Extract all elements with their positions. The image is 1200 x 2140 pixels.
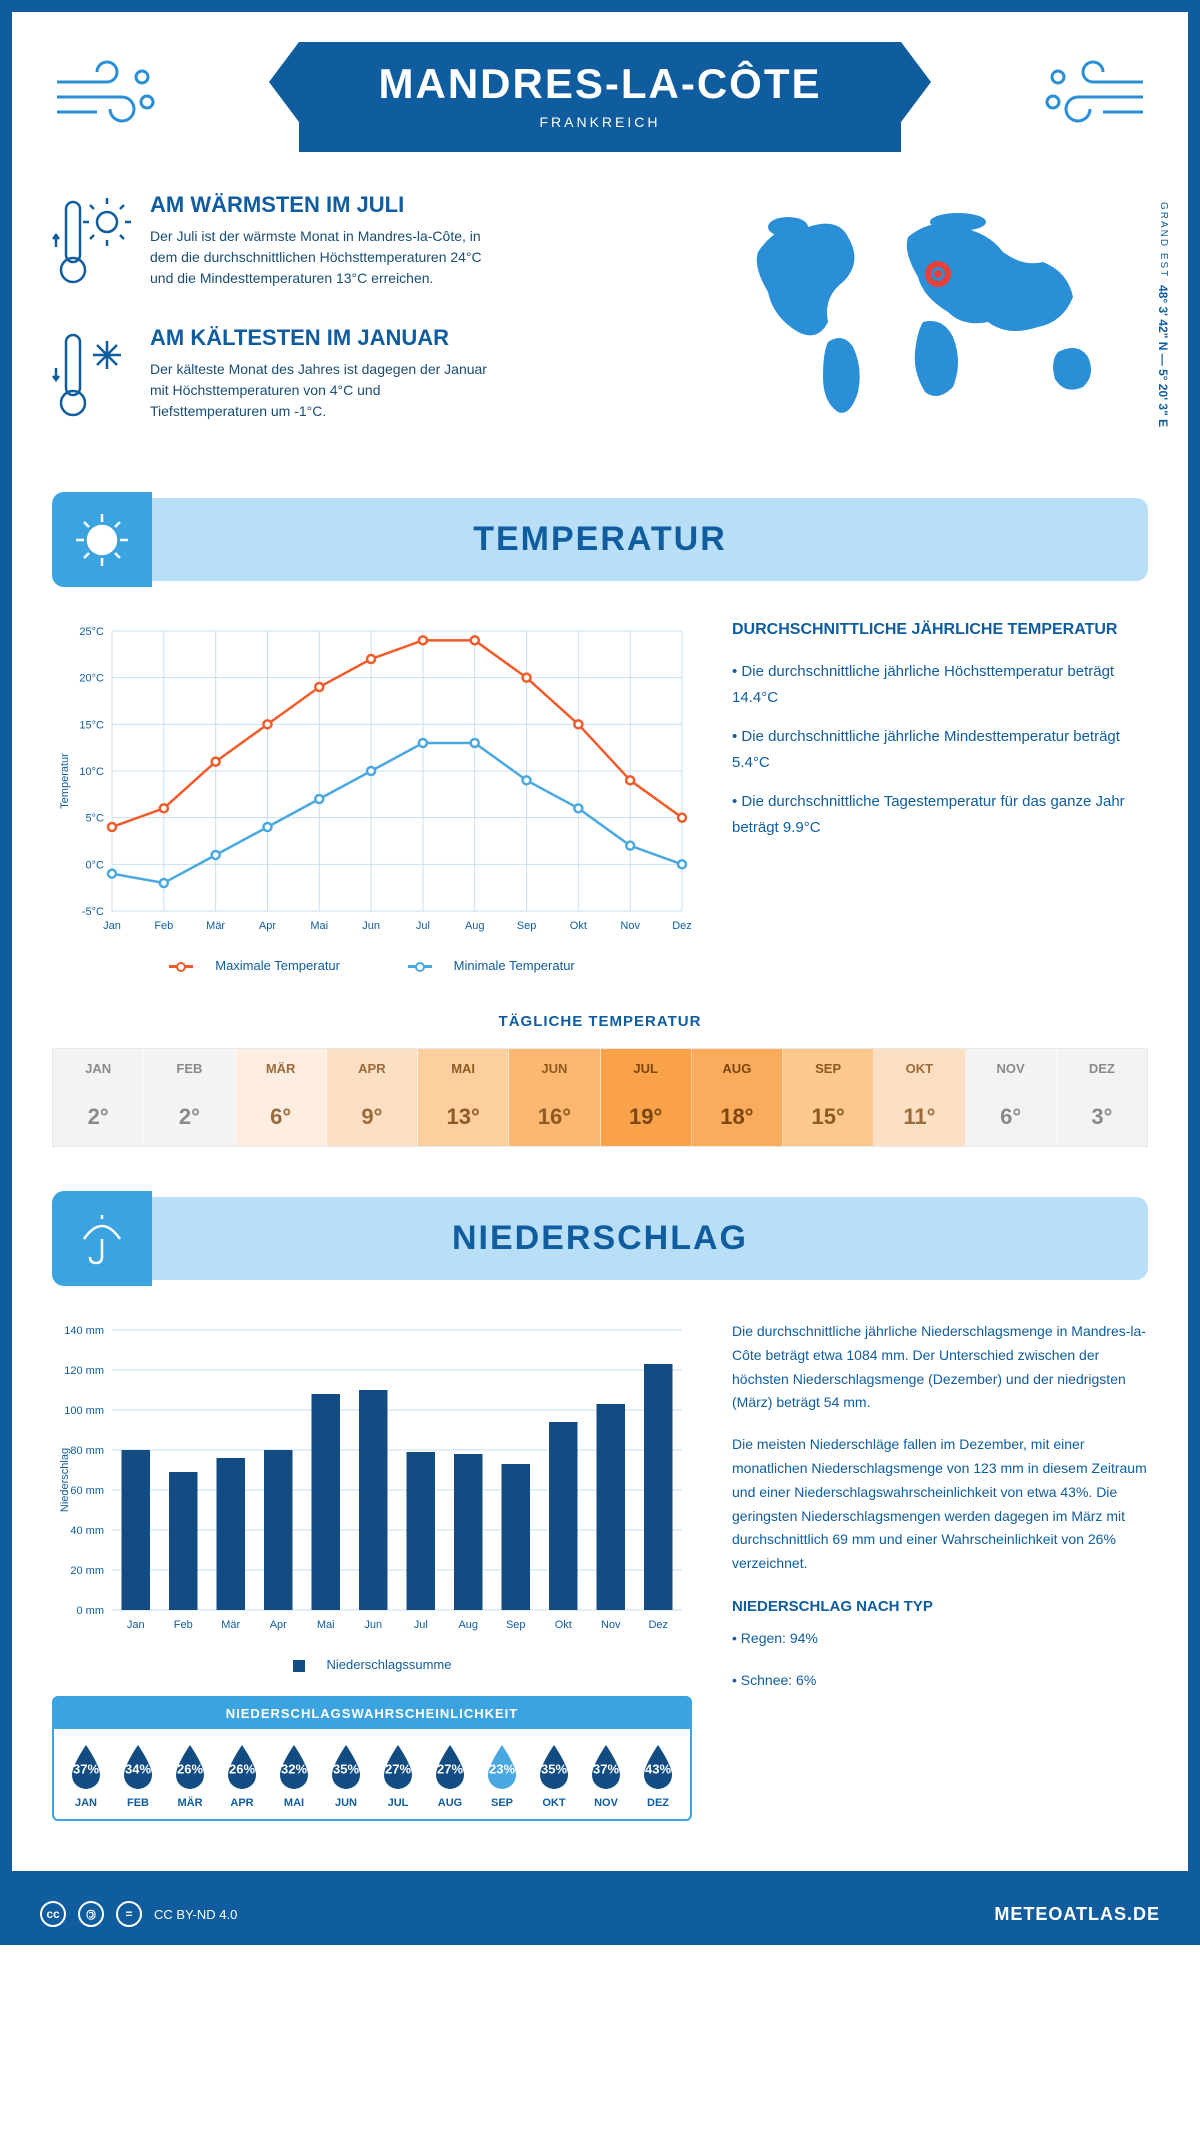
svg-text:80 mm: 80 mm: [70, 1445, 104, 1457]
page-subtitle: FRANKREICH: [379, 114, 822, 130]
coldest-block: AM KÄLTESTEN IM JANUAR Der kälteste Mona…: [52, 325, 698, 430]
probability-cell: 35%JUN: [320, 1743, 372, 1809]
svg-text:-5°C: -5°C: [82, 906, 104, 918]
header: MANDRES-LA-CÔTE FRANKREICH: [52, 42, 1148, 152]
by-icon: 🄯: [78, 1901, 104, 1927]
warmest-text: Der Juli ist der wärmste Monat in Mandre…: [150, 226, 490, 289]
precipitation-section-header: NIEDERSCHLAG: [52, 1197, 1148, 1280]
thermometer-sun-icon: [52, 192, 132, 297]
temp-cell: APR9°: [327, 1049, 418, 1146]
probability-cell: 34%FEB: [112, 1743, 164, 1809]
sun-icon: [52, 492, 152, 587]
svg-text:5°C: 5°C: [86, 813, 105, 825]
coldest-title: AM KÄLTESTEN IM JANUAR: [150, 325, 490, 351]
svg-text:Jun: Jun: [362, 920, 380, 932]
svg-text:Apr: Apr: [259, 920, 276, 932]
temperature-summary: DURCHSCHNITTLICHE JÄHRLICHE TEMPERATUR •…: [732, 621, 1148, 973]
thermometer-snow-icon: [52, 325, 132, 430]
temp-cell: JUN16°: [509, 1049, 600, 1146]
temperature-section-header: TEMPERATUR: [52, 498, 1148, 581]
page-title: MANDRES-LA-CÔTE: [379, 60, 822, 108]
svg-text:0°C: 0°C: [86, 859, 105, 871]
temp-cell: MAI13°: [418, 1049, 509, 1146]
temp-cell: NOV6°: [966, 1049, 1057, 1146]
temperature-legend: Maximale Temperatur Minimale Temperatur: [52, 958, 692, 973]
nd-icon: =: [116, 1901, 142, 1927]
svg-text:15°C: 15°C: [79, 719, 104, 731]
probability-cell: 43%DEZ: [632, 1743, 684, 1809]
svg-text:Mär: Mär: [221, 1619, 240, 1631]
probability-cell: 35%OKT: [528, 1743, 580, 1809]
probability-cell: 26%APR: [216, 1743, 268, 1809]
svg-text:Mai: Mai: [310, 920, 328, 932]
cc-icon: cc: [40, 1901, 66, 1927]
svg-text:Dez: Dez: [648, 1619, 668, 1631]
precipitation-summary: Die durchschnittliche jährliche Niedersc…: [732, 1320, 1148, 1821]
svg-text:Mai: Mai: [317, 1619, 335, 1631]
svg-text:140 mm: 140 mm: [64, 1325, 104, 1337]
footer: cc 🄯 = CC BY-ND 4.0 METEOATLAS.DE: [0, 1883, 1200, 1945]
probability-cell: 23%SEP: [476, 1743, 528, 1809]
svg-text:Jul: Jul: [416, 920, 430, 932]
svg-text:Sep: Sep: [506, 1619, 526, 1631]
svg-text:0 mm: 0 mm: [77, 1605, 105, 1617]
temp-cell: OKT11°: [874, 1049, 965, 1146]
svg-text:Jun: Jun: [364, 1619, 382, 1631]
temp-cell: JAN2°: [53, 1049, 144, 1146]
temp-cell: FEB2°: [144, 1049, 235, 1146]
svg-text:25°C: 25°C: [79, 626, 104, 638]
wind-icon: [52, 52, 162, 137]
site-name: METEOATLAS.DE: [994, 1904, 1160, 1925]
svg-text:Sep: Sep: [517, 920, 537, 932]
svg-text:20 mm: 20 mm: [70, 1565, 104, 1577]
probability-cell: 27%AUG: [424, 1743, 476, 1809]
svg-text:100 mm: 100 mm: [64, 1405, 104, 1417]
wind-icon: [1038, 52, 1148, 137]
svg-text:Jan: Jan: [127, 1619, 145, 1631]
precipitation-probability-table: NIEDERSCHLAGSWAHRSCHEINLICHKEIT 37%JAN34…: [52, 1696, 692, 1821]
svg-text:Aug: Aug: [465, 920, 485, 932]
warmest-title: AM WÄRMSTEN IM JULI: [150, 192, 490, 218]
temp-cell: SEP15°: [783, 1049, 874, 1146]
svg-text:Temperatur: Temperatur: [59, 753, 71, 809]
license-text: CC BY-ND 4.0: [154, 1907, 237, 1922]
svg-text:40 mm: 40 mm: [70, 1525, 104, 1537]
temp-cell: MÄR6°: [236, 1049, 327, 1146]
coldest-text: Der kälteste Monat des Jahres ist dagege…: [150, 359, 490, 422]
svg-text:Okt: Okt: [555, 1619, 572, 1631]
precipitation-bar-chart: 0 mm 20 mm 40 mm 60 mm 80 mm 100 mm 120 mm 140 …: [52, 1320, 692, 1821]
warmest-block: AM WÄRMSTEN IM JULI Der Juli ist der wär…: [52, 192, 698, 297]
temp-cell: DEZ3°: [1057, 1049, 1147, 1146]
title-banner: MANDRES-LA-CÔTE FRANKREICH: [299, 42, 902, 152]
probability-cell: 26%MÄR: [164, 1743, 216, 1809]
svg-text:60 mm: 60 mm: [70, 1485, 104, 1497]
svg-text:Feb: Feb: [154, 920, 173, 932]
world-map: GRAND EST 48° 3' 42" N — 5° 20' 3" E: [728, 192, 1148, 458]
svg-text:Niederschlag: Niederschlag: [59, 1448, 71, 1512]
svg-text:20°C: 20°C: [79, 673, 104, 685]
temp-cell: AUG18°: [692, 1049, 783, 1146]
svg-text:Apr: Apr: [270, 1619, 287, 1631]
probability-cell: 37%JAN: [60, 1743, 112, 1809]
svg-text:Nov: Nov: [620, 920, 640, 932]
umbrella-icon: [52, 1191, 152, 1286]
temperature-line-chart: -5°C 0°C 5°C 10°C 15°C 20°C 25°C Jan Feb Mär Apr Ma…: [52, 621, 692, 973]
svg-text:Dez: Dez: [672, 920, 692, 932]
daily-temperature-table: TÄGLICHE TEMPERATUR JAN2°FEB2°MÄR6°APR9°…: [52, 1013, 1148, 1147]
probability-cell: 37%NOV: [580, 1743, 632, 1809]
precipitation-legend: Niederschlagssumme: [52, 1657, 692, 1672]
svg-text:Nov: Nov: [601, 1619, 621, 1631]
probability-cell: 32%MAI: [268, 1743, 320, 1809]
temp-cell: JUL19°: [601, 1049, 692, 1146]
probability-cell: 27%JUL: [372, 1743, 424, 1809]
svg-text:Okt: Okt: [570, 920, 587, 932]
svg-text:Feb: Feb: [174, 1619, 193, 1631]
svg-text:Jan: Jan: [103, 920, 121, 932]
coordinates: GRAND EST 48° 3' 42" N — 5° 20' 3" E: [1156, 202, 1170, 427]
svg-text:10°C: 10°C: [79, 766, 104, 778]
svg-text:120 mm: 120 mm: [64, 1365, 104, 1377]
svg-text:Mär: Mär: [206, 920, 225, 932]
svg-text:Jul: Jul: [414, 1619, 428, 1631]
svg-text:Aug: Aug: [458, 1619, 478, 1631]
